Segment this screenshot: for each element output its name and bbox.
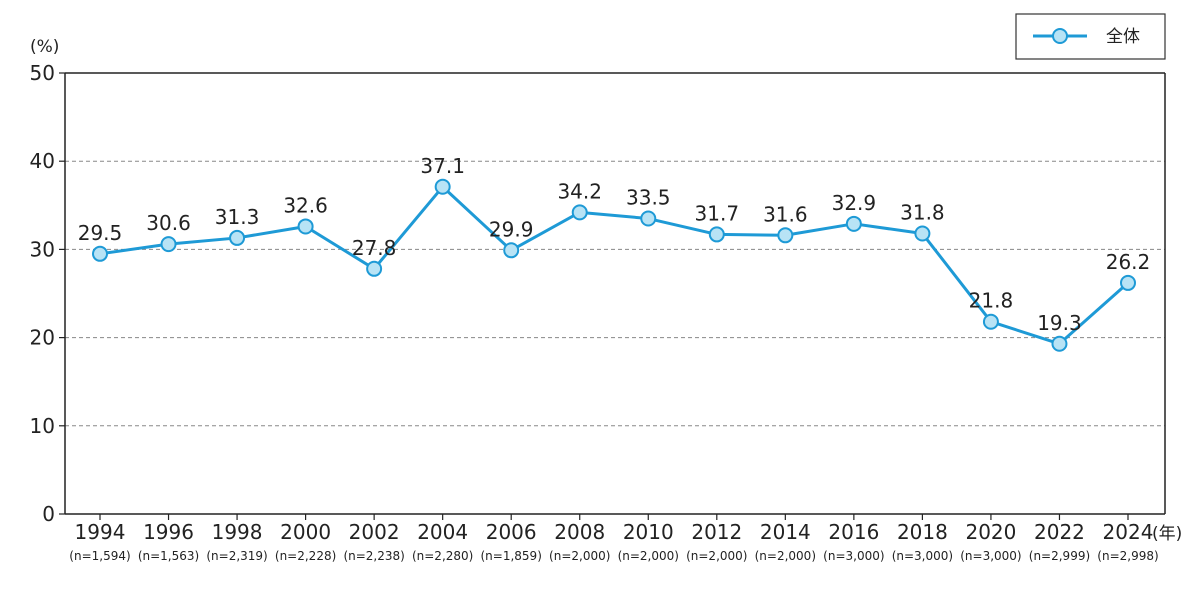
x-axis-unit: (年)	[1152, 524, 1182, 544]
data-point	[571, 204, 588, 221]
axes	[64, 72, 1166, 515]
y-axis-unit: (%)	[30, 37, 59, 57]
data-point	[640, 210, 657, 227]
data-label: 32.9	[832, 191, 877, 215]
data-label: 32.6	[283, 193, 328, 217]
data-label: 19.3	[1037, 311, 1082, 335]
sample-size-label: (n=2,000)	[686, 549, 747, 563]
sample-size-label: (n=2,000)	[618, 549, 679, 563]
x-tick-label: 2024	[1103, 520, 1154, 544]
x-tick-label: 2006	[486, 520, 537, 544]
x-tick-label: 2010	[623, 520, 674, 544]
data-point	[366, 260, 383, 277]
x-tick-label: 2004	[417, 520, 468, 544]
data-point	[92, 245, 108, 262]
x-tick-label: 2002	[349, 520, 400, 544]
series-line	[92, 178, 1136, 352]
legend-entry: 全体	[1106, 27, 1140, 47]
sample-size-label: (n=2,280)	[412, 549, 473, 563]
y-tick-label: 40	[30, 149, 55, 173]
data-point	[434, 178, 451, 195]
data-point	[1051, 335, 1068, 352]
x-tick-label: 2020	[965, 520, 1016, 544]
data-label: 31.8	[900, 201, 945, 225]
sample-size-label: (n=2,228)	[275, 549, 336, 563]
data-point	[160, 236, 177, 253]
sample-size-label: (n=2,319)	[206, 549, 267, 563]
data-point	[503, 242, 520, 259]
data-label: 37.1	[420, 154, 465, 178]
y-tick-label: 50	[30, 61, 55, 85]
data-labels: 29.5 30.6 31.3 32.6 27.8 37.1 29.9 34.2 33.5 31.7…	[78, 154, 1151, 335]
legend-marker-swatch	[1052, 28, 1068, 44]
x-tick-label: 2012	[691, 520, 742, 544]
y-tick-label: 20	[30, 326, 55, 350]
data-point	[845, 215, 862, 232]
gridlines	[65, 160, 1165, 427]
sample-size-label: (n=2,238)	[343, 549, 404, 563]
data-label: 30.6	[146, 211, 191, 235]
data-label: 26.2	[1106, 250, 1151, 274]
x-tick-label: 2016	[828, 520, 879, 544]
x-tick-label: 2000	[280, 520, 331, 544]
legend-box	[1015, 13, 1166, 60]
sample-size-label: (n=2,000)	[549, 549, 610, 563]
data-label: 29.9	[489, 217, 534, 241]
sample-size-label: (n=2,999)	[1029, 549, 1090, 563]
y-tick-label: 30	[30, 237, 55, 261]
series-line-path	[99, 185, 1129, 346]
data-point	[777, 227, 794, 244]
x-axis-ticks: 1994 (n=1,594) 1996 (n=1,563) 1998 (n=2,319) 2…	[69, 514, 1159, 563]
sample-size-label: (n=2,000)	[755, 549, 816, 563]
sample-size-label: (n=1,594)	[69, 549, 130, 563]
sample-size-label: (n=1,563)	[138, 549, 199, 563]
data-point	[297, 218, 314, 235]
x-tick-label: 2022	[1034, 520, 1085, 544]
x-tick-label: 2018	[897, 520, 948, 544]
y-tick-label: 10	[30, 414, 55, 438]
sample-size-label: (n=2,998)	[1097, 549, 1158, 563]
data-label: 21.8	[969, 289, 1014, 313]
sample-size-label: (n=3,000)	[823, 549, 884, 563]
x-tick-label: 1996	[143, 520, 194, 544]
data-point	[1120, 274, 1136, 291]
data-label: 33.5	[626, 186, 671, 210]
data-label: 31.6	[763, 202, 808, 226]
data-point	[914, 225, 931, 242]
sample-size-label: (n=1,859)	[481, 549, 542, 563]
y-tick-label: 0	[42, 502, 55, 526]
data-label: 31.7	[695, 201, 740, 225]
data-label: 31.3	[215, 205, 260, 229]
x-tick-label: 2014	[760, 520, 811, 544]
data-label: 29.5	[78, 221, 123, 245]
data-point	[708, 226, 725, 243]
data-point	[229, 229, 246, 246]
x-tick-label: 1998	[212, 520, 263, 544]
sample-size-label: (n=3,000)	[892, 549, 953, 563]
sample-size-label: (n=3,000)	[960, 549, 1021, 563]
data-label: 34.2	[557, 179, 602, 203]
y-axis-ticks: 0 10 20 30 40 50	[30, 61, 65, 526]
x-tick-label: 2008	[554, 520, 605, 544]
data-label: 27.8	[352, 236, 397, 260]
x-tick-label: 1994	[75, 520, 126, 544]
data-point	[982, 313, 999, 330]
legend: 全体	[1015, 13, 1166, 60]
